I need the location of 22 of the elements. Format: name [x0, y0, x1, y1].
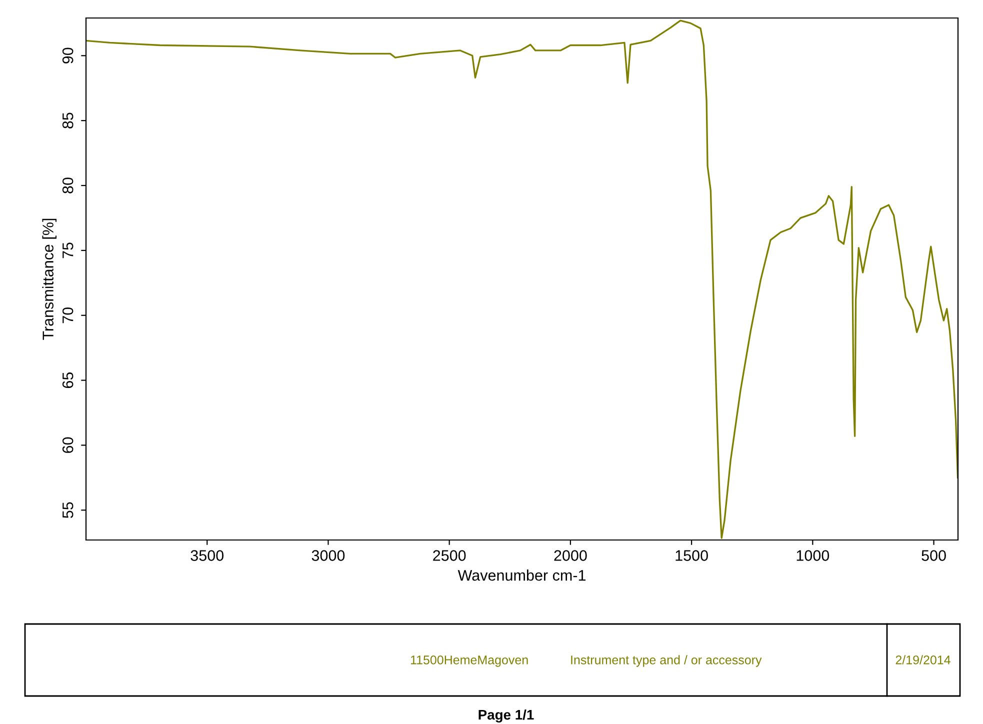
- x-tick-label: 1000: [796, 550, 830, 561]
- y-tick-label: 55: [62, 502, 74, 518]
- line-series: [86, 20, 958, 539]
- y-tick-label: 90: [62, 48, 74, 64]
- y-tick-label: 75: [62, 242, 74, 258]
- text: Page 1/1: [478, 709, 534, 723]
- y-axis-title: Transmittance [%]: [42, 218, 56, 340]
- x-tick-label: 3000: [312, 550, 345, 561]
- x-axis-title: Wavenumber cm-1: [458, 570, 586, 581]
- x-tick-label: 2000: [554, 550, 587, 561]
- x-tick-label: 2500: [433, 550, 466, 561]
- x-tick-label: 500: [922, 550, 946, 561]
- x-tick-label: 3500: [190, 550, 224, 561]
- text: 2/19/2014: [896, 655, 950, 664]
- y-tick-label: 85: [62, 112, 74, 128]
- x-tick-label: 1500: [676, 550, 708, 561]
- y-tick-label: 65: [62, 372, 74, 388]
- y-tick-label: 60: [62, 437, 74, 453]
- text: 11500HemeMagoven: [410, 656, 528, 667]
- y-tick-label: 80: [62, 178, 74, 194]
- text: Instrument type and / or accessory: [571, 655, 762, 667]
- y-tick-label: 70: [62, 307, 74, 324]
